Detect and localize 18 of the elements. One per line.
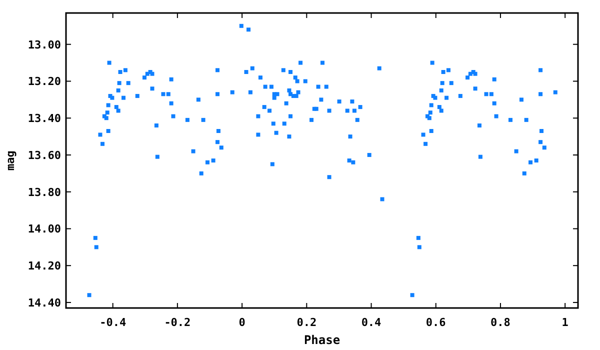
y-tick-label: 13.20: [28, 75, 61, 88]
x-tick-label: 0.6: [426, 316, 446, 329]
y-tick-label: 14.20: [28, 260, 61, 273]
y-tick-label: 14.00: [28, 222, 61, 236]
x-tick-label: 1: [562, 316, 569, 329]
y-axis-title: mag: [4, 150, 17, 170]
x-tick-label: 0: [238, 316, 246, 329]
y-tick-label: 13.40: [28, 112, 61, 126]
x-tick-label: 0.2: [296, 316, 317, 329]
x-tick-label: 0.8: [490, 316, 510, 329]
y-tick-label: 13.00: [28, 38, 61, 52]
x-tick-label: -0.2: [164, 316, 191, 329]
x-tick-label: 0.4: [361, 316, 382, 329]
y-tick-label: 13.80: [28, 186, 61, 199]
x-tick-label: -0.4: [100, 316, 126, 329]
y-tick-label: 13.60: [28, 148, 61, 162]
y-tick-label: 14.40: [28, 296, 61, 310]
x-axis-title: Phase: [304, 333, 340, 347]
